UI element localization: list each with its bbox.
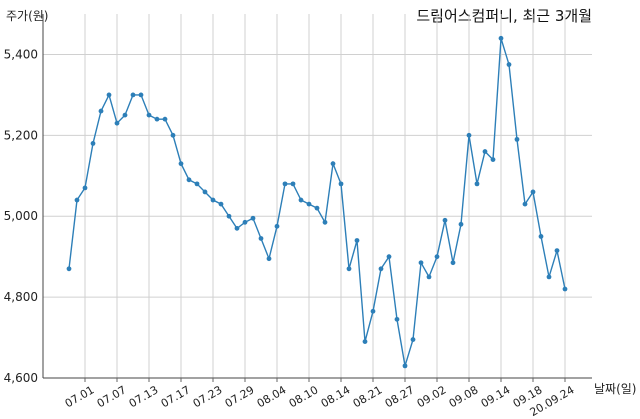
- y-tick-label: 4,800: [4, 290, 38, 304]
- x-tick-label: 08.21: [351, 383, 385, 410]
- data-point: [394, 316, 400, 322]
- data-point: [186, 177, 192, 183]
- data-point: [282, 181, 288, 187]
- data-point: [386, 254, 392, 260]
- data-point: [442, 217, 448, 223]
- data-point: [562, 286, 568, 292]
- data-point: [514, 136, 520, 142]
- y-tick-label: 5,400: [4, 47, 38, 61]
- data-point: [434, 254, 440, 260]
- data-point: [226, 213, 232, 219]
- x-tick-label: 09.08: [447, 383, 481, 410]
- data-point: [234, 225, 240, 231]
- data-point: [370, 308, 376, 314]
- data-point: [426, 274, 432, 280]
- data-point: [314, 205, 320, 211]
- data-point: [146, 112, 152, 118]
- data-point: [266, 256, 272, 262]
- data-point: [418, 260, 424, 266]
- data-point: [554, 248, 560, 254]
- data-point: [90, 141, 96, 146]
- data-point: [82, 185, 88, 191]
- data-point: [450, 260, 456, 266]
- data-point: [250, 215, 256, 221]
- data-point: [362, 339, 368, 344]
- price-series: [66, 35, 568, 369]
- x-tick-label: 09.02: [415, 383, 449, 410]
- x-tick-label: 08.10: [287, 383, 321, 410]
- x-tick-label: 07.01: [63, 383, 97, 410]
- data-point: [122, 112, 128, 118]
- data-point: [274, 223, 280, 229]
- data-point: [74, 197, 80, 203]
- data-point: [298, 197, 304, 203]
- data-point: [530, 189, 536, 195]
- data-point: [322, 219, 328, 225]
- y-tick-label: 4,600: [4, 371, 38, 385]
- data-point: [306, 201, 312, 207]
- chart-title: 드림어스컴퍼니, 최근 3개월: [416, 7, 592, 25]
- data-point: [458, 221, 464, 227]
- data-point: [106, 92, 112, 98]
- data-point: [410, 337, 416, 342]
- y-axis-unit-label: 주가(원): [6, 9, 49, 23]
- data-point: [210, 197, 216, 203]
- x-tick-label: 08.27: [383, 383, 417, 410]
- data-point: [490, 157, 496, 163]
- data-point: [522, 201, 528, 207]
- y-tick-label: 5,000: [4, 209, 38, 223]
- x-tick-label: 07.17: [159, 383, 193, 410]
- data-point: [338, 181, 344, 187]
- data-point: [354, 238, 360, 243]
- data-point: [498, 35, 504, 41]
- data-point: [66, 266, 72, 272]
- data-point: [258, 236, 264, 241]
- data-point: [482, 149, 488, 154]
- data-point: [194, 181, 200, 187]
- data-point: [114, 120, 120, 126]
- data-point: [402, 363, 408, 369]
- x-tick-label: 08.14: [319, 383, 353, 410]
- data-point: [202, 189, 208, 195]
- data-point: [378, 266, 384, 272]
- y-axis-ticks: 4,600 4,800 5,000 5,200 5,400: [4, 47, 38, 385]
- data-point: [474, 181, 480, 187]
- data-point: [290, 181, 296, 187]
- data-point: [218, 201, 224, 207]
- price-line: [68, 38, 566, 367]
- data-point: [506, 62, 512, 67]
- data-point: [170, 132, 176, 138]
- x-tick-label: 08.04: [255, 383, 289, 410]
- data-point: [242, 219, 248, 225]
- x-axis-ticks: 07.0107.0707.1307.1707.2307.2908.0408.10…: [63, 378, 577, 419]
- y-tick-label: 5,200: [4, 128, 38, 142]
- data-point: [154, 116, 160, 122]
- data-point: [178, 161, 184, 167]
- x-axis-unit-label: 날짜(일): [594, 382, 637, 396]
- data-point: [130, 92, 136, 98]
- data-point: [330, 161, 336, 167]
- data-point: [546, 274, 552, 280]
- x-tick-label: 07.13: [127, 383, 161, 410]
- x-tick-label: 09.14: [479, 383, 513, 410]
- data-point: [466, 132, 472, 138]
- data-point: [538, 234, 544, 239]
- data-point: [98, 108, 104, 114]
- x-tick-label: 07.07: [95, 383, 129, 410]
- data-point: [138, 92, 144, 98]
- x-tick-label: 07.23: [191, 383, 225, 410]
- x-tick-label: 07.29: [223, 383, 257, 410]
- data-point: [162, 116, 168, 122]
- data-point: [346, 266, 352, 272]
